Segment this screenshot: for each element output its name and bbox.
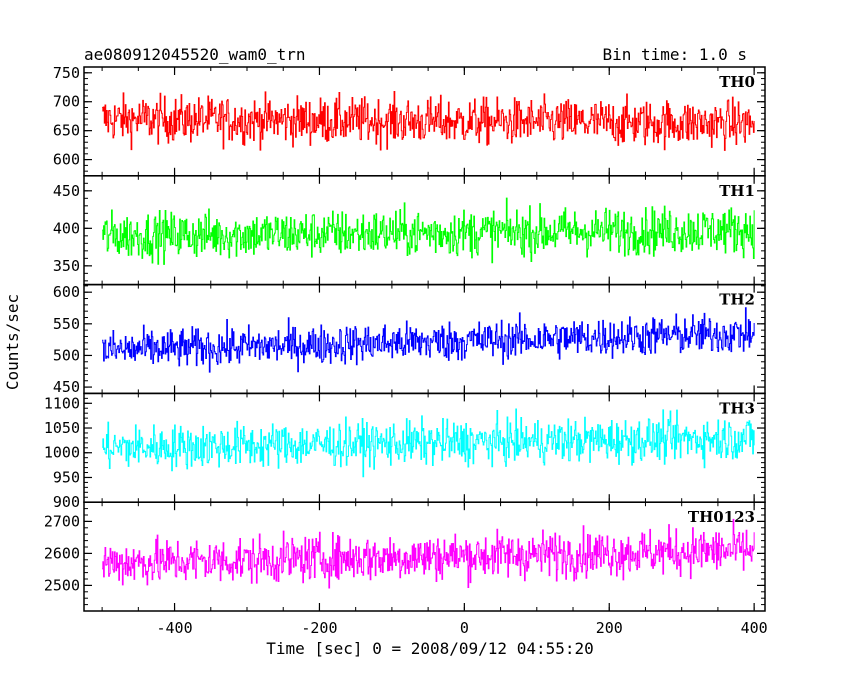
y-tick-label: 950 — [53, 468, 80, 486]
panel-th0: 600 650 700 750 TH0 — [53, 64, 766, 177]
x-axis-label: Time [sec] 0 = 2008/09/12 04:55:20 — [266, 639, 594, 658]
series-th0 — [102, 91, 755, 151]
x-tick-label: 200 — [596, 619, 623, 637]
y-tick-label: 600 — [53, 283, 80, 301]
panel-label: TH3 — [719, 399, 755, 417]
y-tick-label: 900 — [53, 493, 80, 511]
panel-th3: 900 950 1000 1050 1100 TH3 — [44, 392, 766, 511]
panel-th2: 450 500 550 600 TH2 — [53, 283, 766, 396]
y-tick-label: 1100 — [44, 394, 80, 412]
y-tick-label: 450 — [53, 182, 80, 200]
y-tick-label: 2700 — [44, 512, 80, 530]
x-tick-label: -400 — [156, 619, 192, 637]
x-axis: -400 -200 0 200 400 — [156, 619, 767, 637]
bin-time-label: Bin time: 1.0 s — [603, 45, 748, 64]
panel-label: TH1 — [719, 182, 755, 200]
panel-label: TH0123 — [688, 508, 755, 526]
x-tick-label: -200 — [301, 619, 337, 637]
panel-label: TH2 — [719, 291, 755, 309]
panel-frame — [83, 501, 766, 612]
panel-th0123: 2500 2600 2700 TH0123 — [44, 501, 766, 612]
y-tick-label: 700 — [53, 93, 80, 111]
series-th1 — [102, 197, 755, 265]
y-tick-label: 550 — [53, 315, 80, 333]
y-axis-label: Counts/sec — [3, 294, 22, 390]
y-tick-label: 1050 — [44, 419, 80, 437]
y-tick-label: 650 — [53, 122, 80, 140]
x-tick-label: 0 — [460, 619, 469, 637]
y-tick-label: 350 — [53, 257, 80, 275]
series-th0123 — [102, 518, 755, 589]
y-tick-label: 600 — [53, 151, 80, 169]
y-tick-label: 1000 — [44, 444, 80, 462]
y-tick-label: 500 — [53, 346, 80, 364]
series-th3 — [102, 408, 755, 478]
y-tick-label: 400 — [53, 219, 80, 237]
series-th2 — [102, 307, 755, 373]
x-tick-label: 400 — [741, 619, 768, 637]
y-tick-label: 2600 — [44, 544, 80, 562]
y-tick-label: 750 — [53, 64, 80, 82]
y-tick-label: 2500 — [44, 576, 80, 594]
y-tick-label: 450 — [53, 378, 80, 396]
panels-group: 600 650 700 750 TH0 350 400 450 TH1 450 500 550 600 T… — [44, 64, 766, 612]
plot-title: ae080912045520_wam0_trn — [84, 45, 306, 64]
panel-th1: 350 400 450 TH1 — [53, 175, 766, 286]
panel-label: TH0 — [719, 73, 755, 91]
